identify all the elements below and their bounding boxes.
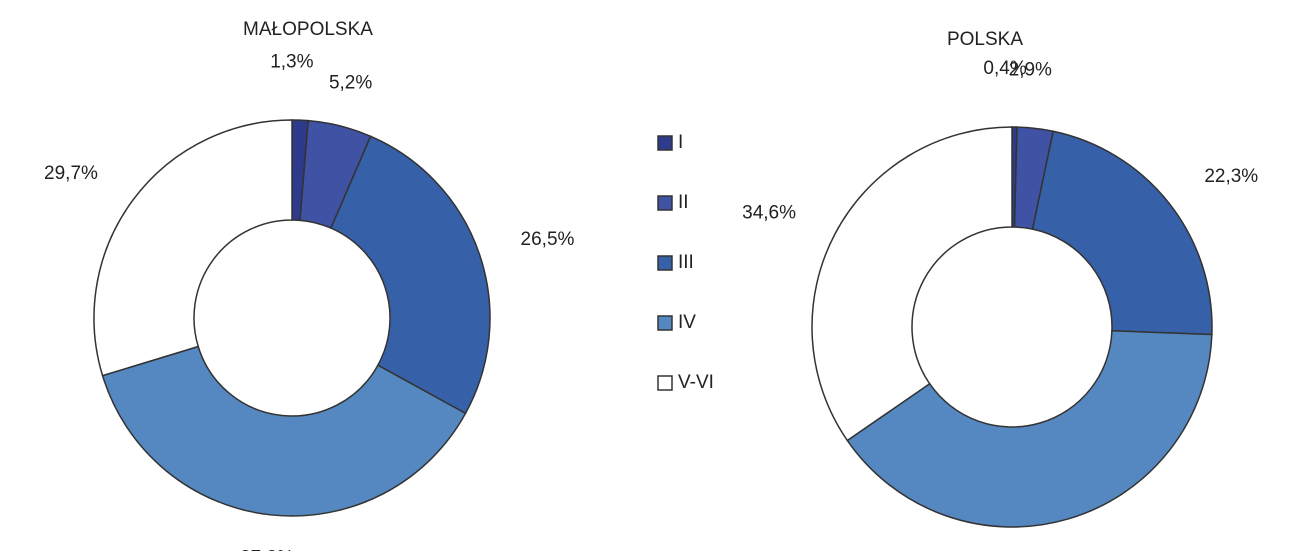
data-label: 37,3% (240, 547, 294, 551)
legend-swatch (657, 375, 673, 391)
legend-swatch (657, 195, 673, 211)
data-label: 0,4% (983, 58, 1026, 79)
legend-label: IV (678, 312, 696, 333)
legend-swatch (657, 255, 673, 271)
legend-swatch (657, 135, 673, 151)
chart-title: POLSKA (947, 29, 1023, 50)
legend-label: III (678, 252, 694, 273)
donut-segment (1031, 130, 1213, 336)
donut-segment (93, 119, 293, 377)
data-label: 2,9% (1009, 60, 1052, 81)
data-label: 5,2% (329, 73, 372, 94)
donut-segment (846, 329, 1213, 528)
donut-segment (811, 126, 1013, 442)
data-label: 26,5% (521, 229, 575, 250)
data-label: 1,3% (270, 52, 313, 73)
data-label: 22,3% (1204, 166, 1258, 187)
donut-segment (329, 135, 491, 415)
legend-label: II (678, 192, 689, 213)
legend-label: V-VI (678, 372, 714, 393)
donut-segment (101, 345, 467, 517)
chart-title: MAŁOPOLSKA (243, 19, 373, 40)
legend-swatch (657, 315, 673, 331)
data-label: 34,6% (742, 203, 796, 224)
data-label: 29,7% (44, 163, 98, 184)
legend-label: I (678, 132, 683, 153)
